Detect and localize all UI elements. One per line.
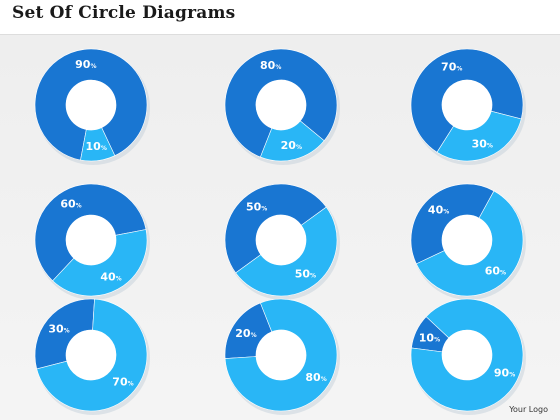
donut-hole — [66, 330, 116, 380]
donut-chart-5: 50%50% — [224, 183, 340, 300]
donut-chart-6: 40%60% — [410, 183, 526, 300]
donut-chart-7: 30%70% — [34, 298, 150, 415]
donut-hole — [442, 80, 492, 130]
donut-chart-4: 60%40% — [34, 183, 150, 300]
donut-hole — [66, 215, 116, 265]
donut-hole — [442, 215, 492, 265]
donut-hole — [256, 80, 306, 130]
donut-hole — [256, 330, 306, 380]
donut-chart-3: 70%30% — [410, 48, 526, 165]
logo-text: Your Logo — [509, 405, 548, 414]
donut-chart-9: 10%90% — [410, 298, 526, 415]
donut-hole — [66, 80, 116, 130]
donut-hole — [256, 215, 306, 265]
title-divider — [0, 34, 560, 35]
page-title: Set Of Circle Diagrams — [12, 3, 236, 23]
donut-chart-8: 20%80% — [224, 298, 340, 415]
donut-hole — [442, 330, 492, 380]
donut-chart-2: 80%20% — [224, 48, 340, 165]
donut-chart-1: 90%10% — [34, 48, 150, 165]
